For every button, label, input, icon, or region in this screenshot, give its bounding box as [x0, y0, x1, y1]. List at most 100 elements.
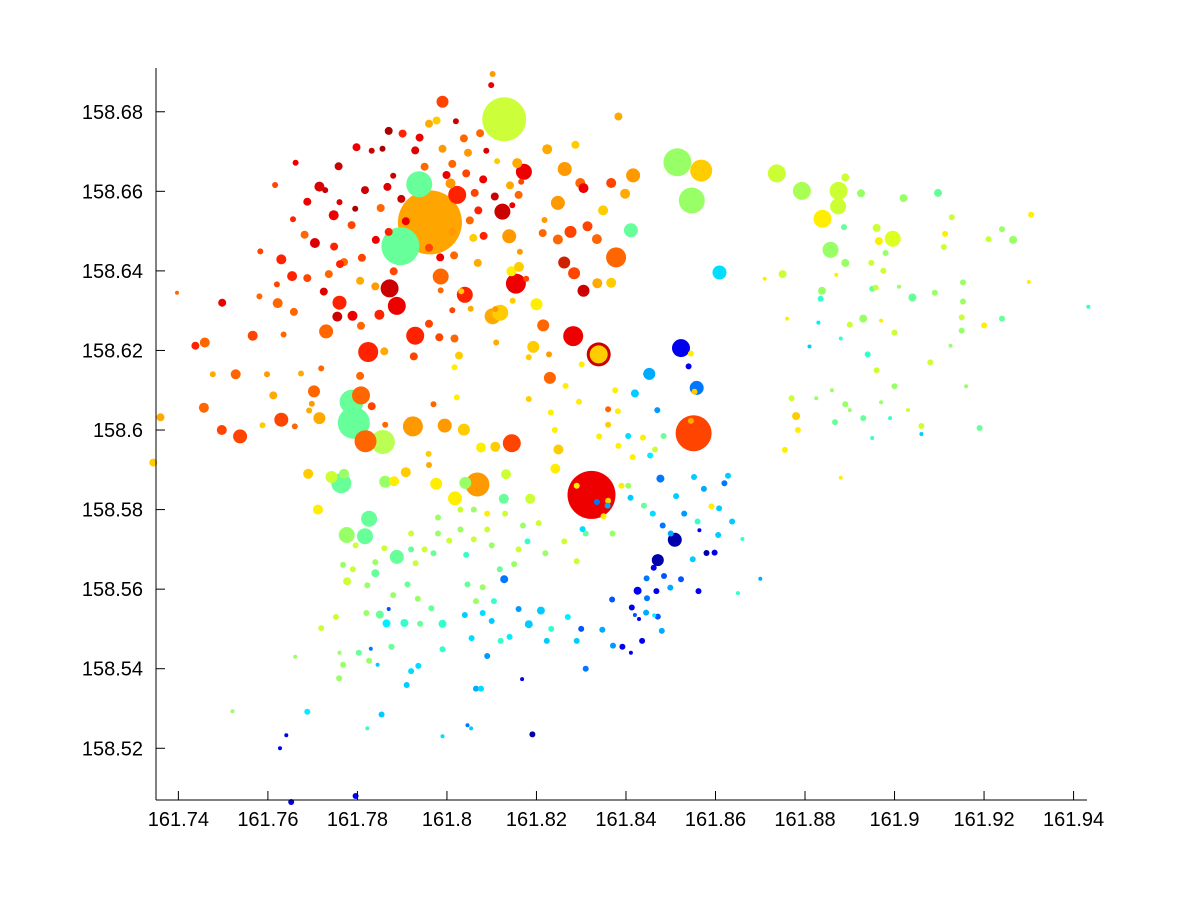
data-point-459 [847, 408, 852, 413]
data-point-350 [484, 653, 491, 659]
data-point-309 [464, 581, 471, 588]
data-point-296 [582, 665, 589, 672]
data-point-444 [927, 359, 934, 366]
data-point-280 [661, 573, 667, 579]
data-point-41 [515, 163, 532, 180]
data-point-62 [308, 385, 320, 398]
data-point-408 [778, 270, 787, 279]
data-point-239 [614, 408, 621, 415]
data-point-315 [511, 561, 518, 568]
data-point-109 [334, 162, 343, 171]
data-point-474 [834, 272, 839, 277]
data-point-264 [716, 505, 723, 512]
data-point-74 [476, 442, 486, 453]
data-point-211 [476, 129, 485, 138]
data-point-79 [553, 444, 564, 455]
data-point-401 [649, 510, 656, 517]
data-point-135 [357, 253, 366, 262]
data-point-66 [325, 471, 338, 483]
data-point-18 [563, 326, 584, 347]
data-point-209 [379, 145, 386, 152]
x-tick-label-5: 161.84 [595, 809, 656, 831]
data-point-107 [384, 126, 393, 135]
data-point-384 [524, 538, 531, 545]
data-point-409 [762, 276, 767, 281]
data-point-456 [906, 408, 910, 413]
data-point-406 [735, 591, 740, 596]
data-point-106 [489, 71, 496, 77]
data-point-220 [516, 248, 523, 255]
data-point-110 [314, 181, 325, 192]
data-point-39 [822, 241, 839, 258]
data-point-116 [247, 330, 258, 341]
data-point-383 [520, 522, 526, 529]
data-point-342 [386, 607, 391, 611]
data-point-371 [340, 561, 347, 568]
x-tick-label-6: 161.86 [685, 809, 746, 831]
data-point-11 [505, 273, 526, 294]
data-point-46 [432, 268, 449, 285]
data-point-65 [313, 504, 323, 515]
data-point-263 [708, 503, 715, 510]
data-point-260 [700, 485, 707, 492]
data-point-274 [695, 588, 702, 595]
data-point-352 [478, 685, 484, 692]
data-point-93 [542, 144, 553, 155]
y-tick-label-5: 158.62 [82, 340, 143, 362]
data-point-464 [829, 388, 834, 393]
data-point-382 [502, 510, 509, 517]
data-point-403 [667, 530, 674, 537]
data-point-415 [874, 237, 883, 246]
data-point-63 [313, 412, 326, 425]
data-point-172 [409, 352, 418, 361]
data-point-253 [630, 389, 639, 398]
data-point-254 [643, 370, 650, 377]
data-point-10 [690, 159, 713, 182]
data-point-354 [465, 723, 470, 728]
data-point-218 [541, 217, 548, 223]
data-point-468 [788, 395, 795, 402]
data-point-473 [1086, 304, 1091, 309]
data-point-289 [639, 637, 646, 644]
data-point-361 [230, 709, 235, 714]
data-point-141 [436, 253, 445, 262]
data-point-155 [398, 129, 407, 138]
data-point-71 [430, 477, 443, 490]
data-point-337 [414, 595, 421, 602]
data-point-185 [318, 365, 325, 372]
x-tick-label-8: 161.9 [870, 809, 920, 831]
data-point-168 [374, 309, 385, 320]
data-point-472 [838, 475, 843, 480]
data-point-120 [199, 337, 210, 348]
data-point-5 [406, 171, 433, 198]
data-point-145 [474, 206, 483, 215]
data-point-113 [276, 254, 287, 265]
data-point-118 [216, 425, 227, 435]
data-point-322 [435, 530, 441, 537]
data-point-186 [298, 370, 304, 377]
data-point-410 [818, 286, 826, 295]
data-point-394 [605, 497, 612, 504]
data-point-246 [652, 446, 659, 453]
data-point-461 [919, 432, 924, 436]
data-point-162 [445, 178, 456, 189]
data-point-108 [352, 143, 361, 152]
data-point-465 [842, 401, 849, 408]
y-tick-label-6: 158.64 [82, 261, 143, 283]
data-point-213 [494, 158, 501, 165]
data-point-433 [872, 284, 879, 291]
data-point-25 [406, 326, 425, 345]
data-point-20 [767, 164, 786, 183]
data-point-215 [514, 190, 523, 199]
data-point-34 [813, 209, 832, 228]
data-point-305 [497, 637, 504, 644]
data-point-133 [384, 227, 393, 236]
data-point-273 [678, 576, 684, 583]
data-point-158 [436, 95, 449, 108]
x-tick-label-10: 161.94 [1043, 809, 1104, 831]
data-point-428 [1028, 211, 1035, 218]
data-point-353 [520, 677, 525, 682]
data-point-306 [488, 618, 495, 624]
data-point-129 [361, 186, 369, 195]
data-point-77 [498, 493, 509, 504]
